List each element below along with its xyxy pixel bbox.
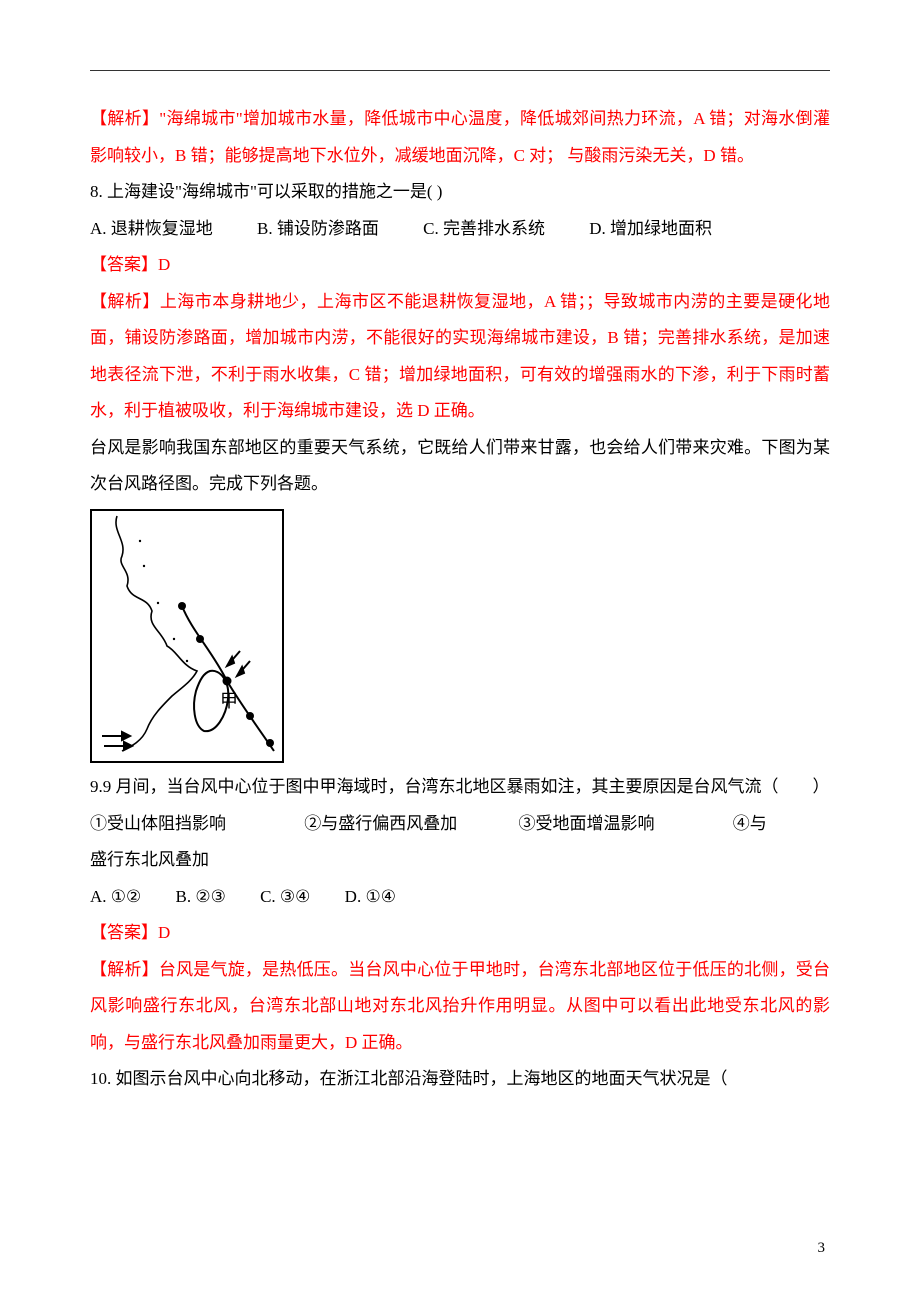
q9-stmt-4: ④与 [733, 806, 767, 843]
question-9-statements: ①受山体阻挡影响 ②与盛行偏西风叠加 ③受地面增温影响 ④与 [90, 806, 830, 843]
q9-stmt-2: ②与盛行偏西风叠加 [304, 806, 514, 843]
q9-stmt-3: ③受地面增温影响 [519, 806, 729, 843]
q8-option-d: D. 增加绿地面积 [589, 211, 712, 248]
q8-option-b: B. 铺设防渗路面 [257, 211, 379, 248]
map-svg: 甲 [92, 511, 282, 761]
question-8-stem: 8. 上海建设"海绵城市"可以采取的措施之一是( ) [90, 174, 830, 211]
coastline [116, 516, 197, 751]
q8-option-a: A. 退耕恢复湿地 [90, 211, 213, 248]
label-jia: 甲 [220, 691, 238, 711]
explanation-q9: 【解析】台风是气旋，是热低压。当台风中心位于甲地时，台湾东北部地区位于低压的北侧… [90, 952, 830, 1062]
coast-specks [139, 540, 188, 662]
top-rule [90, 70, 830, 71]
typhoon-path-map: 甲 [90, 509, 284, 763]
answer-q8: 【答案】D [90, 247, 830, 284]
track-points [178, 602, 274, 747]
answer-q9: 【答案】D [90, 915, 830, 952]
question-9-stem: 9.9 月间，当台风中心位于图中甲海域时，台湾东北地区暴雨如注，其主要原因是台风… [90, 769, 830, 806]
q9-option-d: D. ①④ [345, 879, 396, 916]
q8-option-c: C. 完善排水系统 [423, 211, 545, 248]
question-8-options: A. 退耕恢复湿地 B. 铺设防渗路面 C. 完善排水系统 D. 增加绿地面积 [90, 211, 830, 248]
question-10-stem: 10. 如图示台风中心向北移动，在浙江北部沿海登陆时，上海地区的地面天气状况是（ [90, 1061, 830, 1098]
explanation-q8: 【解析】上海市本身耕地少，上海市区不能退耕恢复湿地，A 错；；导致城市内涝的主要… [90, 284, 830, 430]
q9-option-b: B. ②③ [176, 879, 226, 916]
q9-stmt-4-wrap: 盛行东北风叠加 [90, 842, 830, 879]
q9-stmt-1: ①受山体阻挡影响 [90, 806, 300, 843]
q9-option-c: C. ③④ [260, 879, 310, 916]
passage-q9: 台风是影响我国东部地区的重要天气系统，它既给人们带来甘露，也会给人们带来灾难。下… [90, 430, 830, 503]
q9-option-a: A. ①② [90, 879, 141, 916]
explanation-q7: 【解析】"海绵城市"增加城市水量，降低城市中心温度，降低城郊间热力环流，A 错；… [90, 101, 830, 174]
page-number: 3 [818, 1232, 826, 1264]
question-9-options: A. ①② B. ②③ C. ③④ D. ①④ [90, 879, 830, 916]
document-page: 【解析】"海绵城市"增加城市水量，降低城市中心温度，降低城郊间热力环流，A 错；… [0, 0, 920, 1302]
